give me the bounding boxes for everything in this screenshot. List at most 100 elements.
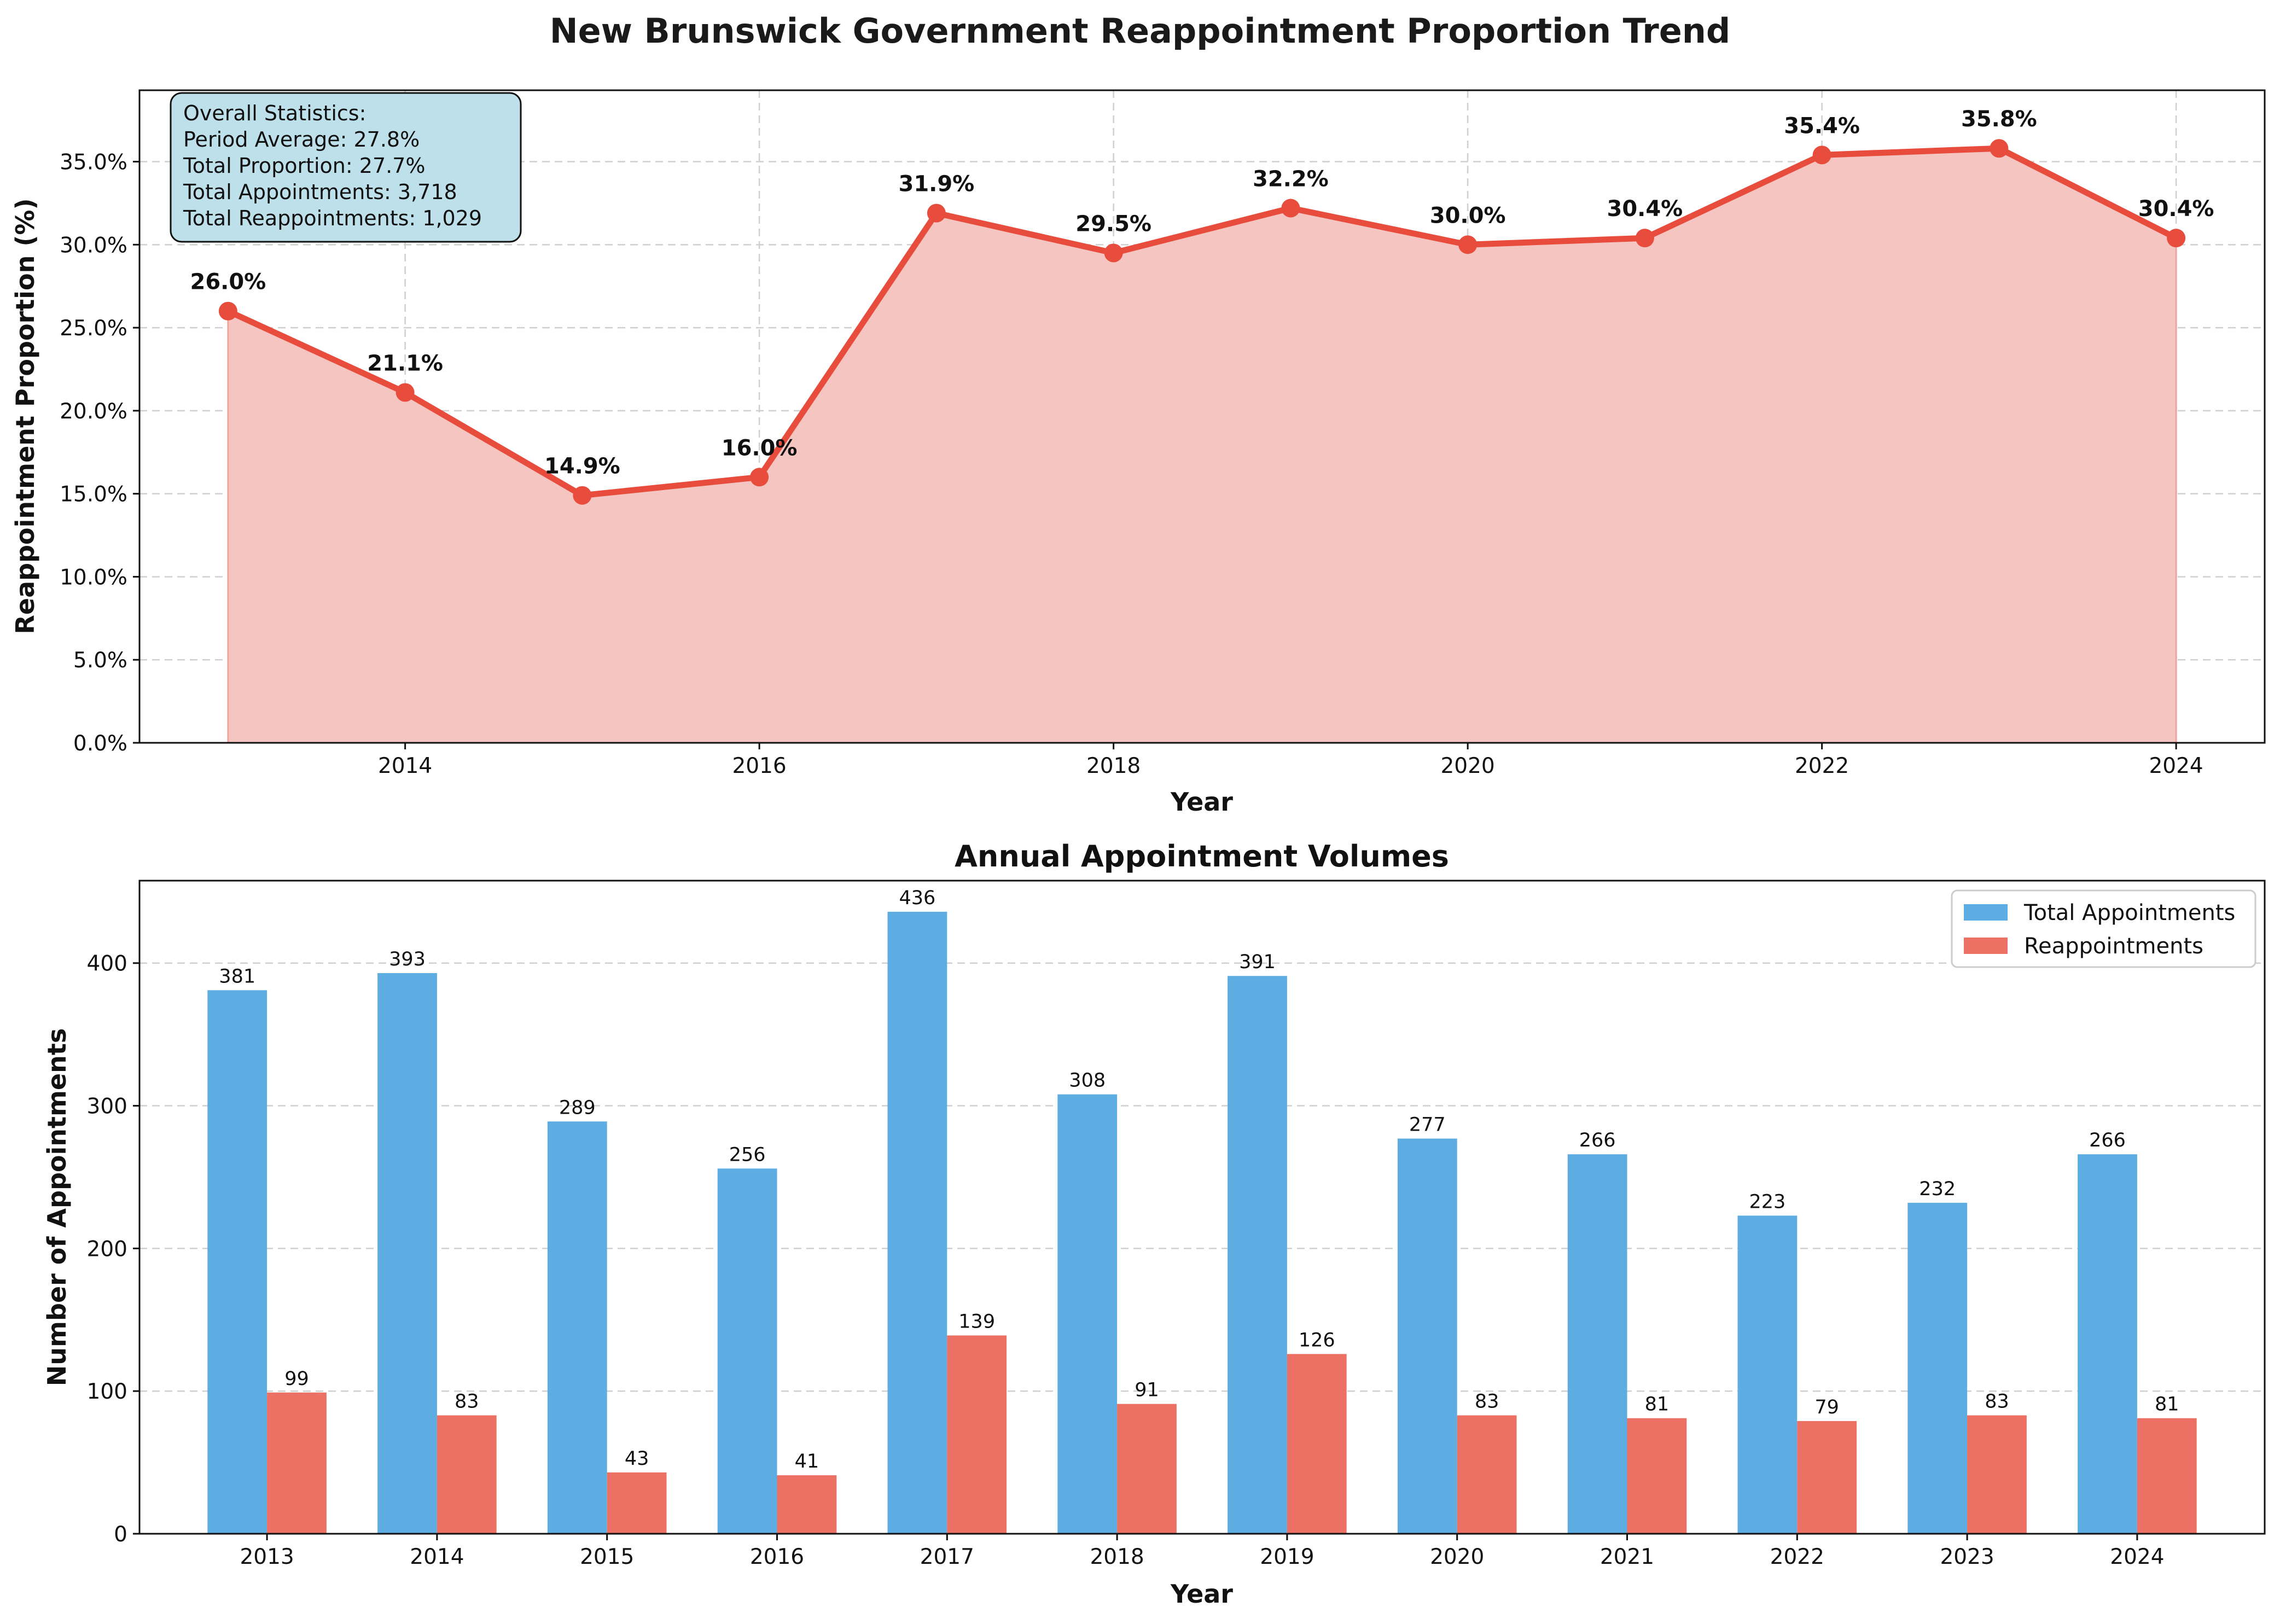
- bar-reappointments: [777, 1475, 837, 1534]
- bar-reappointments: [2137, 1418, 2197, 1534]
- top-y-axis-label: Reappointment Proportion (%): [10, 199, 40, 635]
- proportion-point-label: 32.2%: [1253, 167, 1329, 192]
- proportion-point: [2167, 229, 2186, 248]
- legend: Total Appointments Reappointments: [1951, 889, 2256, 968]
- stats-total-proportion: Total Proportion: 27.7%: [183, 154, 426, 178]
- proportion-point: [1104, 243, 1123, 263]
- bar-reappointments: [607, 1472, 667, 1534]
- proportion-point-label: 30.0%: [1430, 203, 1506, 228]
- bar-reappointments: [1117, 1404, 1177, 1534]
- legend-swatch-total: [1964, 904, 2008, 921]
- bar-total-appointments: [377, 973, 437, 1534]
- proportion-point-label: 35.4%: [1784, 113, 1860, 138]
- bottom-x-tick-label: 2021: [1600, 1545, 1654, 1569]
- top-y-tick-label: 35.0%: [60, 150, 127, 175]
- bar-reappointments: [1287, 1354, 1347, 1534]
- proportion-point: [927, 203, 946, 223]
- top-y-ticks: 0.0% 5.0% 10.0% 15.0% 20.0% 25.0% 30.0% 35.0%: [60, 150, 139, 756]
- bottom-y-tick-label: 0: [114, 1522, 127, 1547]
- top-x-tick-label: 2016: [732, 754, 786, 778]
- bottom-x-tick-label: 2022: [1770, 1545, 1824, 1569]
- top-x-tick-label: 2020: [1440, 754, 1494, 778]
- proportion-trend-chart: 26.0% 21.1% 14.9% 16.0% 31.9% 29.5% 32.2% 30.0%…: [10, 89, 2266, 817]
- proportion-point-label: 30.4%: [1607, 196, 1683, 222]
- proportion-point-label: 30.4%: [2138, 196, 2214, 222]
- bar-label-reappointments: 83: [1985, 1391, 2009, 1413]
- bar-label-total: 391: [1239, 951, 1276, 973]
- proportion-point-label: 31.9%: [898, 172, 974, 197]
- legend-frame: [1951, 889, 2256, 968]
- bottom-x-tick-label: 2015: [580, 1545, 634, 1569]
- bottom-x-tick-label: 2016: [750, 1545, 804, 1569]
- bar-total-appointments: [1228, 976, 1287, 1534]
- bar-label-total: 266: [2089, 1130, 2126, 1151]
- proportion-point-label: 21.1%: [367, 351, 443, 376]
- top-x-tick-label: 2018: [1086, 754, 1141, 778]
- bar-total-appointments: [1567, 1154, 1627, 1534]
- legend-swatch-reappointments: [1964, 938, 2008, 954]
- bar-label-total: 436: [899, 887, 936, 909]
- bar-label-total: 308: [1069, 1070, 1106, 1092]
- bar-label-reappointments: 41: [795, 1451, 819, 1472]
- bar-label-total: 223: [1749, 1191, 1786, 1213]
- bar-total-appointments: [717, 1168, 777, 1534]
- bar-total-appointments: [1907, 1202, 1968, 1534]
- bar-label-reappointments: 81: [1645, 1394, 1670, 1416]
- bottom-x-tick-label: 2020: [1430, 1545, 1484, 1569]
- bar-label-reappointments: 91: [1135, 1379, 1159, 1401]
- proportion-point: [218, 301, 237, 321]
- stats-heading: Overall Statistics:: [183, 101, 366, 125]
- proportion-point-labels: 26.0% 21.1% 14.9% 16.0% 31.9% 29.5% 32.2% 30.0%…: [190, 107, 2214, 479]
- stats-total-reappointments: Total Reappointments: 1,029: [183, 206, 482, 230]
- bar-reappointments: [437, 1415, 497, 1534]
- top-y-tick-label: 5.0%: [73, 648, 127, 673]
- bar-reappointments: [1457, 1415, 1517, 1534]
- bottom-x-axis-label: Year: [1170, 1579, 1233, 1609]
- bar-reappointments: [1627, 1418, 1687, 1534]
- proportion-point: [1635, 229, 1654, 248]
- top-y-tick-label: 0.0%: [73, 731, 127, 756]
- bottom-x-ticks: 2013 2014 2015 2016 2017 2018 2019 2020 2021 2022…: [240, 1534, 2165, 1569]
- proportion-point-label: 16.0%: [722, 435, 798, 461]
- bottom-y-ticks: 0 100 200 300 400: [87, 952, 139, 1547]
- bar-total-appointments: [547, 1121, 607, 1534]
- bottom-x-tick-label: 2014: [410, 1545, 464, 1569]
- top-y-tick-label: 20.0%: [60, 399, 127, 424]
- bar-total-appointments: [1397, 1138, 1457, 1534]
- bar-reappointments: [1797, 1421, 1857, 1534]
- bar-label-reappointments: 126: [1299, 1329, 1335, 1351]
- proportion-point-label: 29.5%: [1075, 211, 1151, 236]
- proportion-point: [395, 383, 415, 402]
- bar-total-appointments: [887, 911, 947, 1534]
- bar-total-appointments: [2078, 1154, 2137, 1534]
- proportion-line: [226, 145, 2178, 499]
- bottom-x-tick-label: 2017: [920, 1545, 974, 1569]
- top-y-tick-label: 15.0%: [60, 482, 127, 507]
- bar-label-reappointments: 79: [1814, 1396, 1839, 1418]
- bar-label-total: 256: [729, 1144, 766, 1166]
- bar-label-total: 277: [1409, 1114, 1446, 1136]
- legend-label-total: Total Appointments: [2023, 900, 2235, 925]
- bottom-x-tick-label: 2013: [240, 1545, 294, 1569]
- top-x-axis-label: Year: [1170, 787, 1233, 817]
- bar-total-appointments: [1057, 1094, 1118, 1534]
- bar-total-appointments: [207, 990, 267, 1534]
- bottom-chart-title: Annual Appointment Volumes: [955, 839, 1449, 874]
- bar-label-reappointments: 99: [284, 1368, 309, 1390]
- stats-period-average: Period Average: 27.8%: [183, 127, 420, 152]
- top-y-tick-label: 10.0%: [60, 565, 127, 590]
- top-x-tick-label: 2024: [2149, 754, 2203, 778]
- bottom-y-tick-label: 200: [87, 1237, 127, 1261]
- bottom-x-tick-label: 2019: [1260, 1545, 1314, 1569]
- bottom-y-tick-label: 100: [87, 1379, 127, 1404]
- appointment-volumes-chart: Annual Appointment Volumes 381 99 393 83 289…: [42, 839, 2266, 1609]
- bar-reappointments: [267, 1392, 327, 1534]
- top-chart-frame: [138, 89, 2266, 744]
- proportion-point: [1812, 145, 1831, 165]
- figure-title: New Brunswick Government Reappointment P…: [550, 11, 1731, 51]
- bottom-x-tick-label: 2023: [1940, 1545, 1994, 1569]
- bar-label-reappointments: 139: [958, 1311, 995, 1332]
- bottom-chart-frame: [138, 880, 2266, 1535]
- bar-label-reappointments: 83: [1475, 1391, 1499, 1413]
- bar-label-total: 381: [219, 965, 255, 987]
